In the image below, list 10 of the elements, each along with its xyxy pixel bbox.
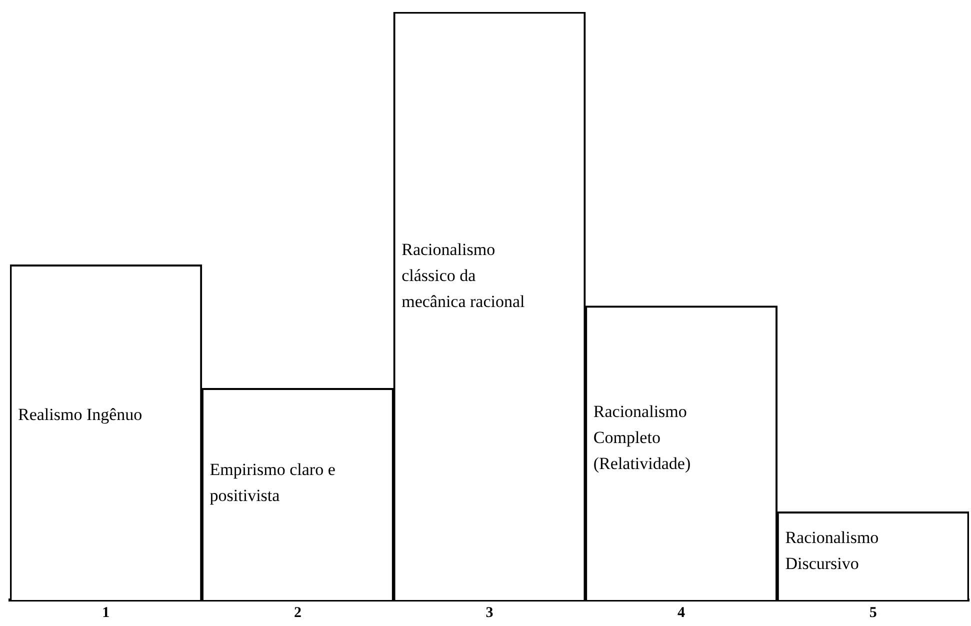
x-tick-label: 2 [294, 604, 302, 621]
annotation: Realismo Ingênuo [18, 405, 142, 424]
x-tick-label: 3 [486, 604, 494, 621]
x-tick-label: 4 [678, 604, 686, 621]
annotation: Racionalismo Completo (Relatividade) [593, 402, 691, 473]
x-tick-label: 5 [869, 604, 877, 621]
x-tick-label: 1 [102, 604, 110, 621]
annotation: Racionalismo Discursivo [785, 528, 879, 573]
annotation: Empirismo claro e positivista [210, 460, 336, 506]
annotation: Racionalismo clássico da mecânica racional [402, 240, 526, 312]
